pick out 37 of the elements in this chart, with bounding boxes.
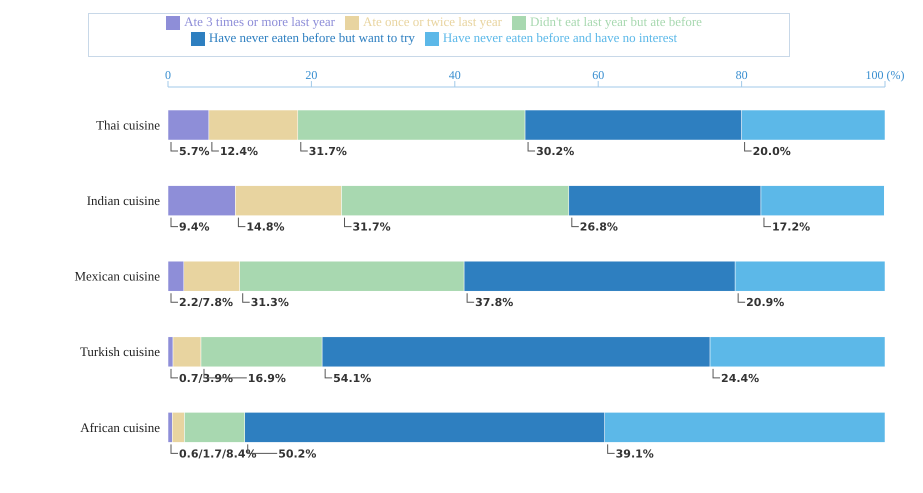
x-tick-label: 20	[305, 68, 318, 82]
data-label: 37.8%	[475, 296, 514, 310]
data-label: 54.1%	[333, 372, 372, 385]
data-label: 14.8%	[246, 220, 285, 234]
x-tick-label: 0	[165, 68, 171, 82]
y-tick-label: Indian cuisine	[86, 193, 160, 208]
data-label: 20.9%	[746, 296, 784, 310]
data-label: 0.6/1.7/8.4%	[179, 447, 257, 460]
x-tick-label: 40	[448, 68, 461, 82]
y-tick-label: African cuisine	[80, 420, 160, 435]
data-label: 20.0%	[752, 145, 791, 158]
y-tick-label: Mexican cuisine	[74, 268, 160, 284]
data-label: 24.4%	[721, 372, 760, 385]
data-label: 2.2/7.8%	[179, 296, 234, 310]
y-tick-label: Turkish cuisine	[80, 344, 160, 360]
data-label: 31.7%	[352, 220, 391, 234]
data-label: 39.1%	[616, 447, 654, 460]
data-label: 5.7%	[179, 145, 210, 158]
data-label: 31.3%	[250, 296, 289, 310]
data-label: 17.2%	[772, 220, 810, 234]
data-label: 30.2%	[536, 145, 574, 158]
x-tick-label: 100 (%)	[866, 68, 904, 82]
x-tick-label: 60	[592, 68, 604, 82]
legend-label: Ate 3 times or more last year	[184, 14, 335, 29]
data-label: 0.7/3.9%	[179, 372, 234, 385]
y-tick-label: Thai cuisine	[96, 117, 160, 132]
legend-label: Have never eaten before but want to try	[208, 30, 415, 46]
x-tick-label: 80	[736, 68, 748, 82]
legend-label: Have never eaten before and have no interest	[442, 30, 678, 46]
data-label: 16.9%	[248, 372, 286, 385]
data-label: 50.2%	[278, 447, 316, 460]
data-label: 9.4%	[179, 220, 210, 234]
data-label: 26.8%	[580, 220, 618, 234]
legend-label: Ate once or twice last year	[362, 14, 502, 29]
legend-label: Didn't eat last year but ate before	[530, 14, 702, 29]
data-label: 12.4%	[220, 145, 258, 158]
data-label: 31.7%	[308, 145, 347, 158]
